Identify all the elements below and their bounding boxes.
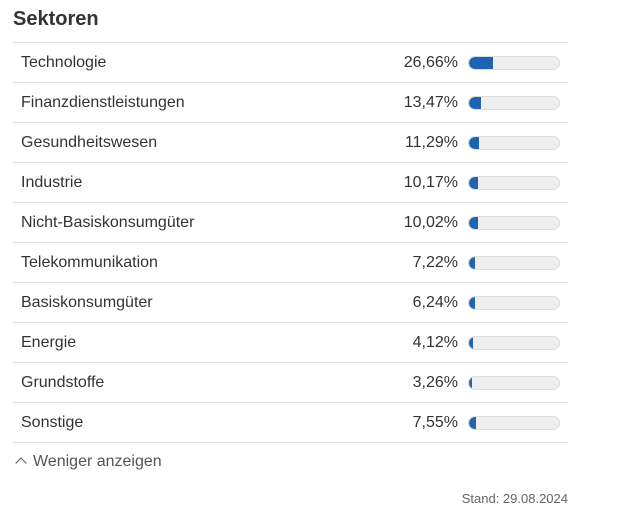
sector-bar xyxy=(468,176,560,190)
sector-bar-fill xyxy=(469,257,476,269)
sector-bar xyxy=(468,136,560,150)
sector-percent: 3,26% xyxy=(412,374,458,391)
sector-bar xyxy=(468,56,560,70)
sector-bar-fill xyxy=(469,137,480,149)
sector-name: Energie xyxy=(21,334,77,351)
sector-percent: 4,12% xyxy=(412,334,458,351)
sector-percent: 6,24% xyxy=(412,294,458,311)
sector-percent: 7,55% xyxy=(412,414,458,431)
sector-bar xyxy=(468,256,560,270)
sector-percent: 11,29% xyxy=(404,134,458,151)
show-less-label: Weniger anzeigen xyxy=(33,453,162,470)
sector-bar xyxy=(468,296,560,310)
sector-bar xyxy=(468,376,560,390)
sector-row: Sonstige 7,55% xyxy=(13,403,568,443)
sector-percent: 7,22% xyxy=(412,254,458,271)
section-title: Sektoren xyxy=(13,0,568,43)
sector-name: Gesundheitswesen xyxy=(21,134,158,151)
sector-row: Nicht-Basiskonsumgüter 10,02% xyxy=(13,203,568,243)
sector-bar-fill xyxy=(469,297,475,309)
sector-row: Technologie 26,66% xyxy=(13,43,568,83)
sector-name: Telekommunikation xyxy=(21,254,158,271)
sector-bar-fill xyxy=(469,57,493,69)
sector-name: Nicht-Basiskonsumgüter xyxy=(21,214,195,231)
sector-row: Basiskonsumgüter 6,24% xyxy=(13,283,568,323)
sector-row: Energie 4,12% xyxy=(13,323,568,363)
sector-bar xyxy=(468,216,560,230)
sector-bar xyxy=(468,96,560,110)
sector-widget: Sektoren Technologie 26,66% Finanzdienst… xyxy=(13,0,568,506)
sector-bar-fill xyxy=(469,377,472,389)
show-less-button[interactable]: Weniger anzeigen xyxy=(13,443,568,481)
sector-name: Grundstoffe xyxy=(21,374,105,391)
sector-name: Sonstige xyxy=(21,414,84,431)
sector-name: Basiskonsumgüter xyxy=(21,294,153,311)
sector-bar-fill xyxy=(469,177,479,189)
sector-bar-fill xyxy=(469,337,473,349)
chevron-up-icon xyxy=(15,457,27,469)
as-of-date: Stand: 29.08.2024 xyxy=(461,491,568,506)
sector-row: Grundstoffe 3,26% xyxy=(13,363,568,403)
sector-percent: 13,47% xyxy=(403,94,458,111)
sector-row: Gesundheitswesen 11,29% xyxy=(13,123,568,163)
sector-name: Industrie xyxy=(21,174,83,191)
sector-row: Telekommunikation 7,22% xyxy=(13,243,568,283)
sector-name: Finanzdienstleistungen xyxy=(21,94,185,111)
sector-list: Technologie 26,66% Finanzdienstleistunge… xyxy=(13,43,568,443)
sector-bar-fill xyxy=(469,217,479,229)
sector-percent: 26,66% xyxy=(403,54,458,71)
sector-bar xyxy=(468,336,560,350)
sector-name: Technologie xyxy=(21,54,107,71)
sector-bar xyxy=(468,416,560,430)
sector-bar-fill xyxy=(469,97,482,109)
sector-row: Industrie 10,17% xyxy=(13,163,568,203)
sector-bar-fill xyxy=(469,417,476,429)
sector-percent: 10,17% xyxy=(403,174,458,191)
sector-row: Finanzdienstleistungen 13,47% xyxy=(13,83,568,123)
sector-percent: 10,02% xyxy=(403,214,458,231)
